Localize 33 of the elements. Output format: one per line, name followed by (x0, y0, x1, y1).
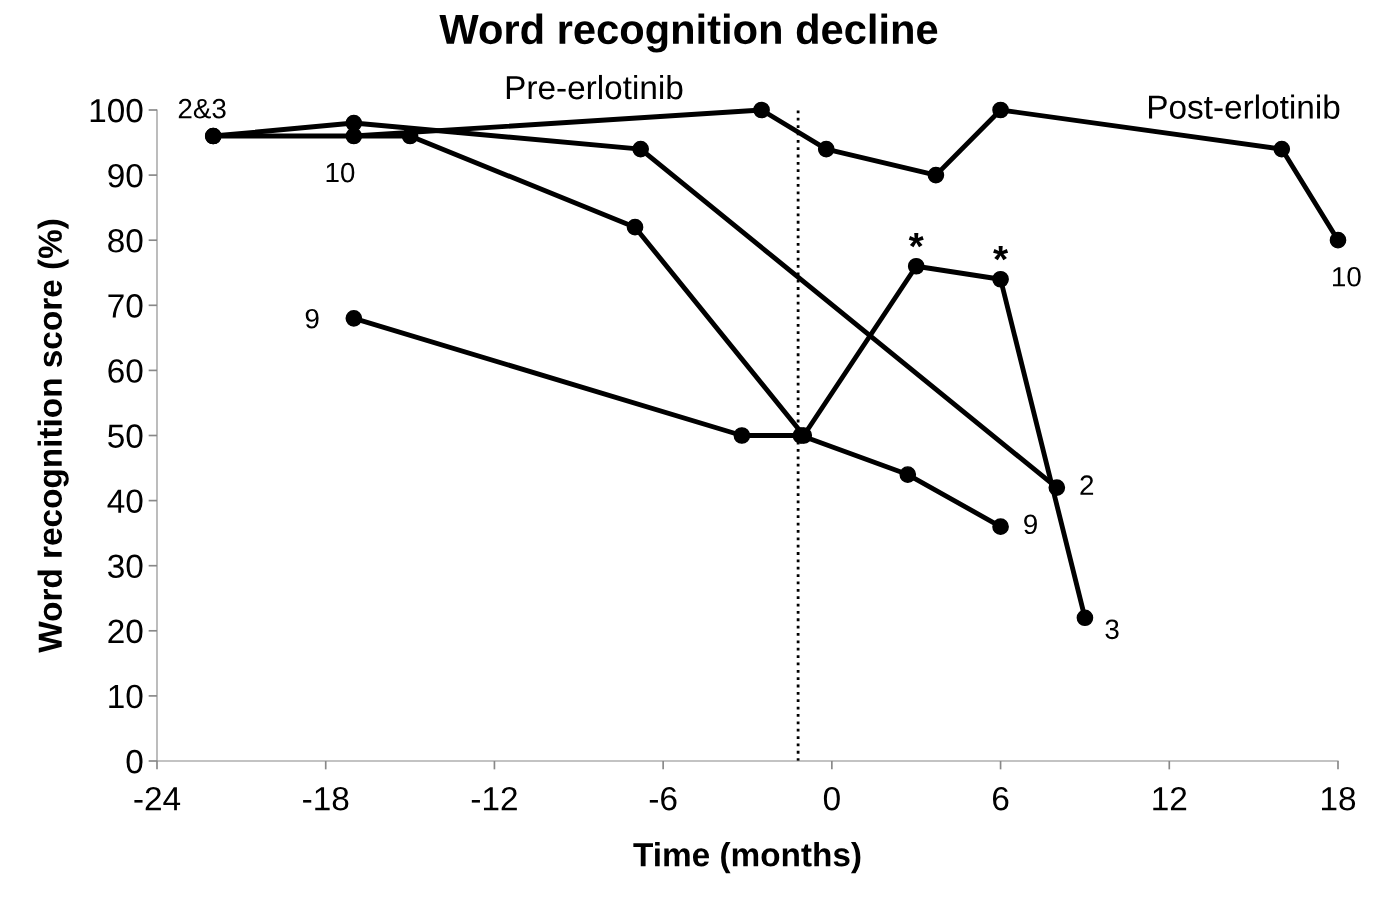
annotation: 2&3 (178, 98, 226, 119)
y-tick-label: 60 (108, 359, 143, 383)
y-tick-label: 10 (109, 684, 143, 709)
x-tick-label: -12 (471, 786, 517, 811)
x-tick-label: -18 (303, 786, 349, 811)
annotation: 9 (1024, 514, 1037, 535)
x-tick-label: 18 (1322, 786, 1356, 811)
y-tick-label: 80 (108, 229, 143, 253)
y-tick-label: 90 (108, 163, 143, 188)
annotation: 10 (326, 162, 355, 183)
text: Pre-erlotinib (506, 74, 683, 100)
y-tick-label: 50 (108, 424, 143, 448)
y-tick-label: 70 (108, 294, 143, 318)
y-axis-title: Word recognition score (%) (37, 219, 69, 653)
y-tick-label: 30 (108, 554, 143, 579)
annotation: Post-erlotinib (1148, 94, 1340, 119)
annotation: * (908, 232, 924, 248)
x-tick-label: 6 (993, 786, 1009, 811)
y-tick-label: 40 (107, 489, 143, 514)
annotation: 2 (1080, 475, 1094, 495)
annotation: 3 (1105, 619, 1119, 640)
y-tick-label: 20 (108, 619, 143, 644)
x-tick-label: 12 (1153, 786, 1187, 811)
x-tick-label: -6 (649, 786, 677, 811)
annotation: 10 (1333, 266, 1361, 287)
y-tick-label: 100 (90, 98, 143, 123)
x-tick-label: -24 (134, 786, 181, 811)
x-tick-label: 0 (823, 786, 840, 811)
annotation: 9 (305, 308, 319, 329)
chart-title: Word recognition decline (439, 13, 938, 53)
y-tick-label: 0 (126, 749, 143, 774)
x-axis-title: Time (months) (633, 842, 861, 874)
annotation: * (993, 245, 1009, 261)
